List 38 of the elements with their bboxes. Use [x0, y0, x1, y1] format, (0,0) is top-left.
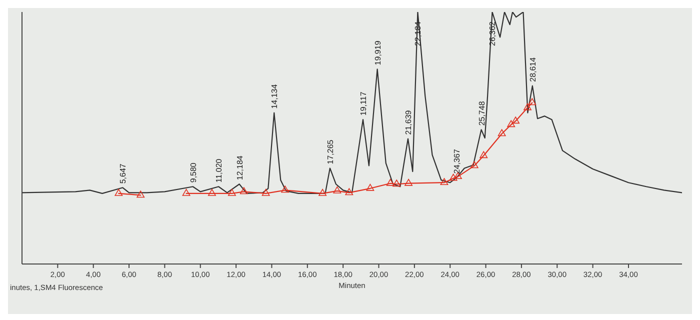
point	[507, 120, 516, 128]
annotation: 21,639	[404, 110, 413, 135]
point	[318, 188, 327, 196]
annotation: 24,367	[452, 148, 462, 174]
point	[345, 188, 354, 196]
point	[512, 116, 520, 124]
point	[480, 151, 488, 158]
point	[440, 178, 448, 186]
annotation: 12,184	[235, 155, 244, 180]
point	[392, 180, 401, 187]
point	[262, 188, 270, 196]
point	[114, 188, 123, 196]
annotation: 9,580	[188, 162, 198, 183]
annotation: 22,184	[414, 20, 423, 46]
point	[524, 103, 532, 110]
annotation: 25,748	[477, 100, 486, 126]
point	[528, 98, 536, 106]
point	[208, 188, 216, 196]
annotation: 19,919	[373, 40, 382, 66]
point	[136, 190, 145, 198]
annotation: 17,265	[326, 139, 335, 164]
point	[240, 187, 248, 194]
annotation: 14,134	[270, 84, 280, 109]
point	[498, 129, 506, 136]
annotation: 19,117	[359, 91, 368, 116]
point	[449, 174, 458, 181]
point	[470, 161, 478, 168]
annotation: 28,614	[528, 56, 538, 82]
annotation: 26,362	[488, 20, 498, 46]
point	[182, 188, 190, 196]
annotation: 11,020	[214, 158, 224, 183]
point	[228, 188, 236, 196]
point	[404, 178, 413, 186]
point	[281, 186, 290, 193]
point	[386, 178, 394, 186]
point	[333, 186, 342, 194]
point	[366, 184, 374, 191]
annotation: 5,647	[118, 163, 128, 184]
